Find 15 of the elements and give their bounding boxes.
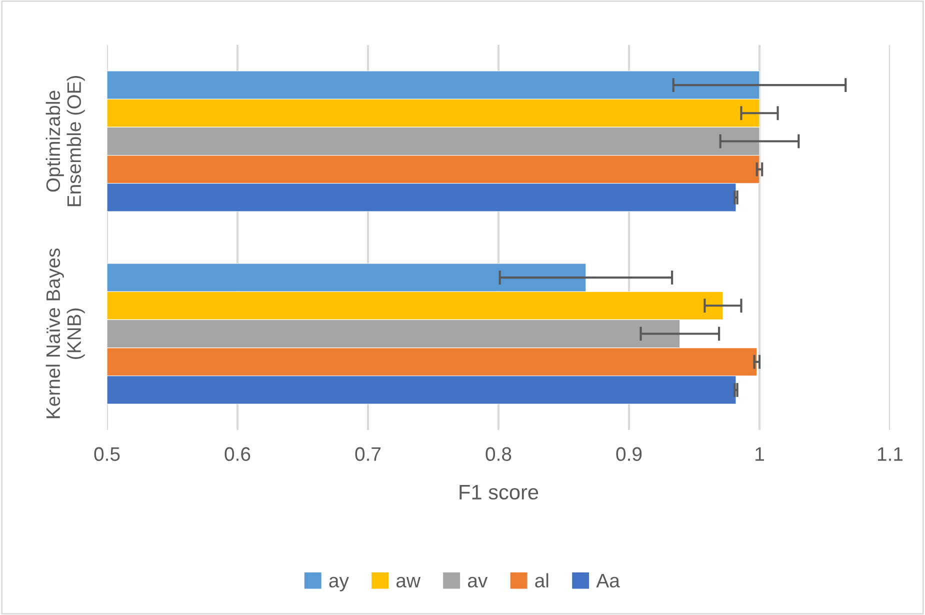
x-tick-label: 1 [756,447,764,461]
x-tick-label: 0.6 [224,447,250,461]
x-tick-label: 0.8 [486,447,512,461]
x-tick-label: 0.7 [355,447,381,461]
y-tick-label: Optimizable Ensemble (OE) [46,76,85,206]
x-tick-label: 1.1 [878,447,903,461]
x-tick-label: 0.5 [94,447,120,461]
legend-label: Aa [596,574,620,588]
legend-label: ay [329,576,349,592]
legend-label: aw [396,576,421,588]
legend-label: al [535,573,548,588]
x-tick-label: 0.9 [616,447,642,461]
legend-label: av [468,576,488,588]
x-axis-title: F1 score [460,485,538,500]
y-tick-label: Kernel Naïve Bayes (KNB) [46,248,85,418]
